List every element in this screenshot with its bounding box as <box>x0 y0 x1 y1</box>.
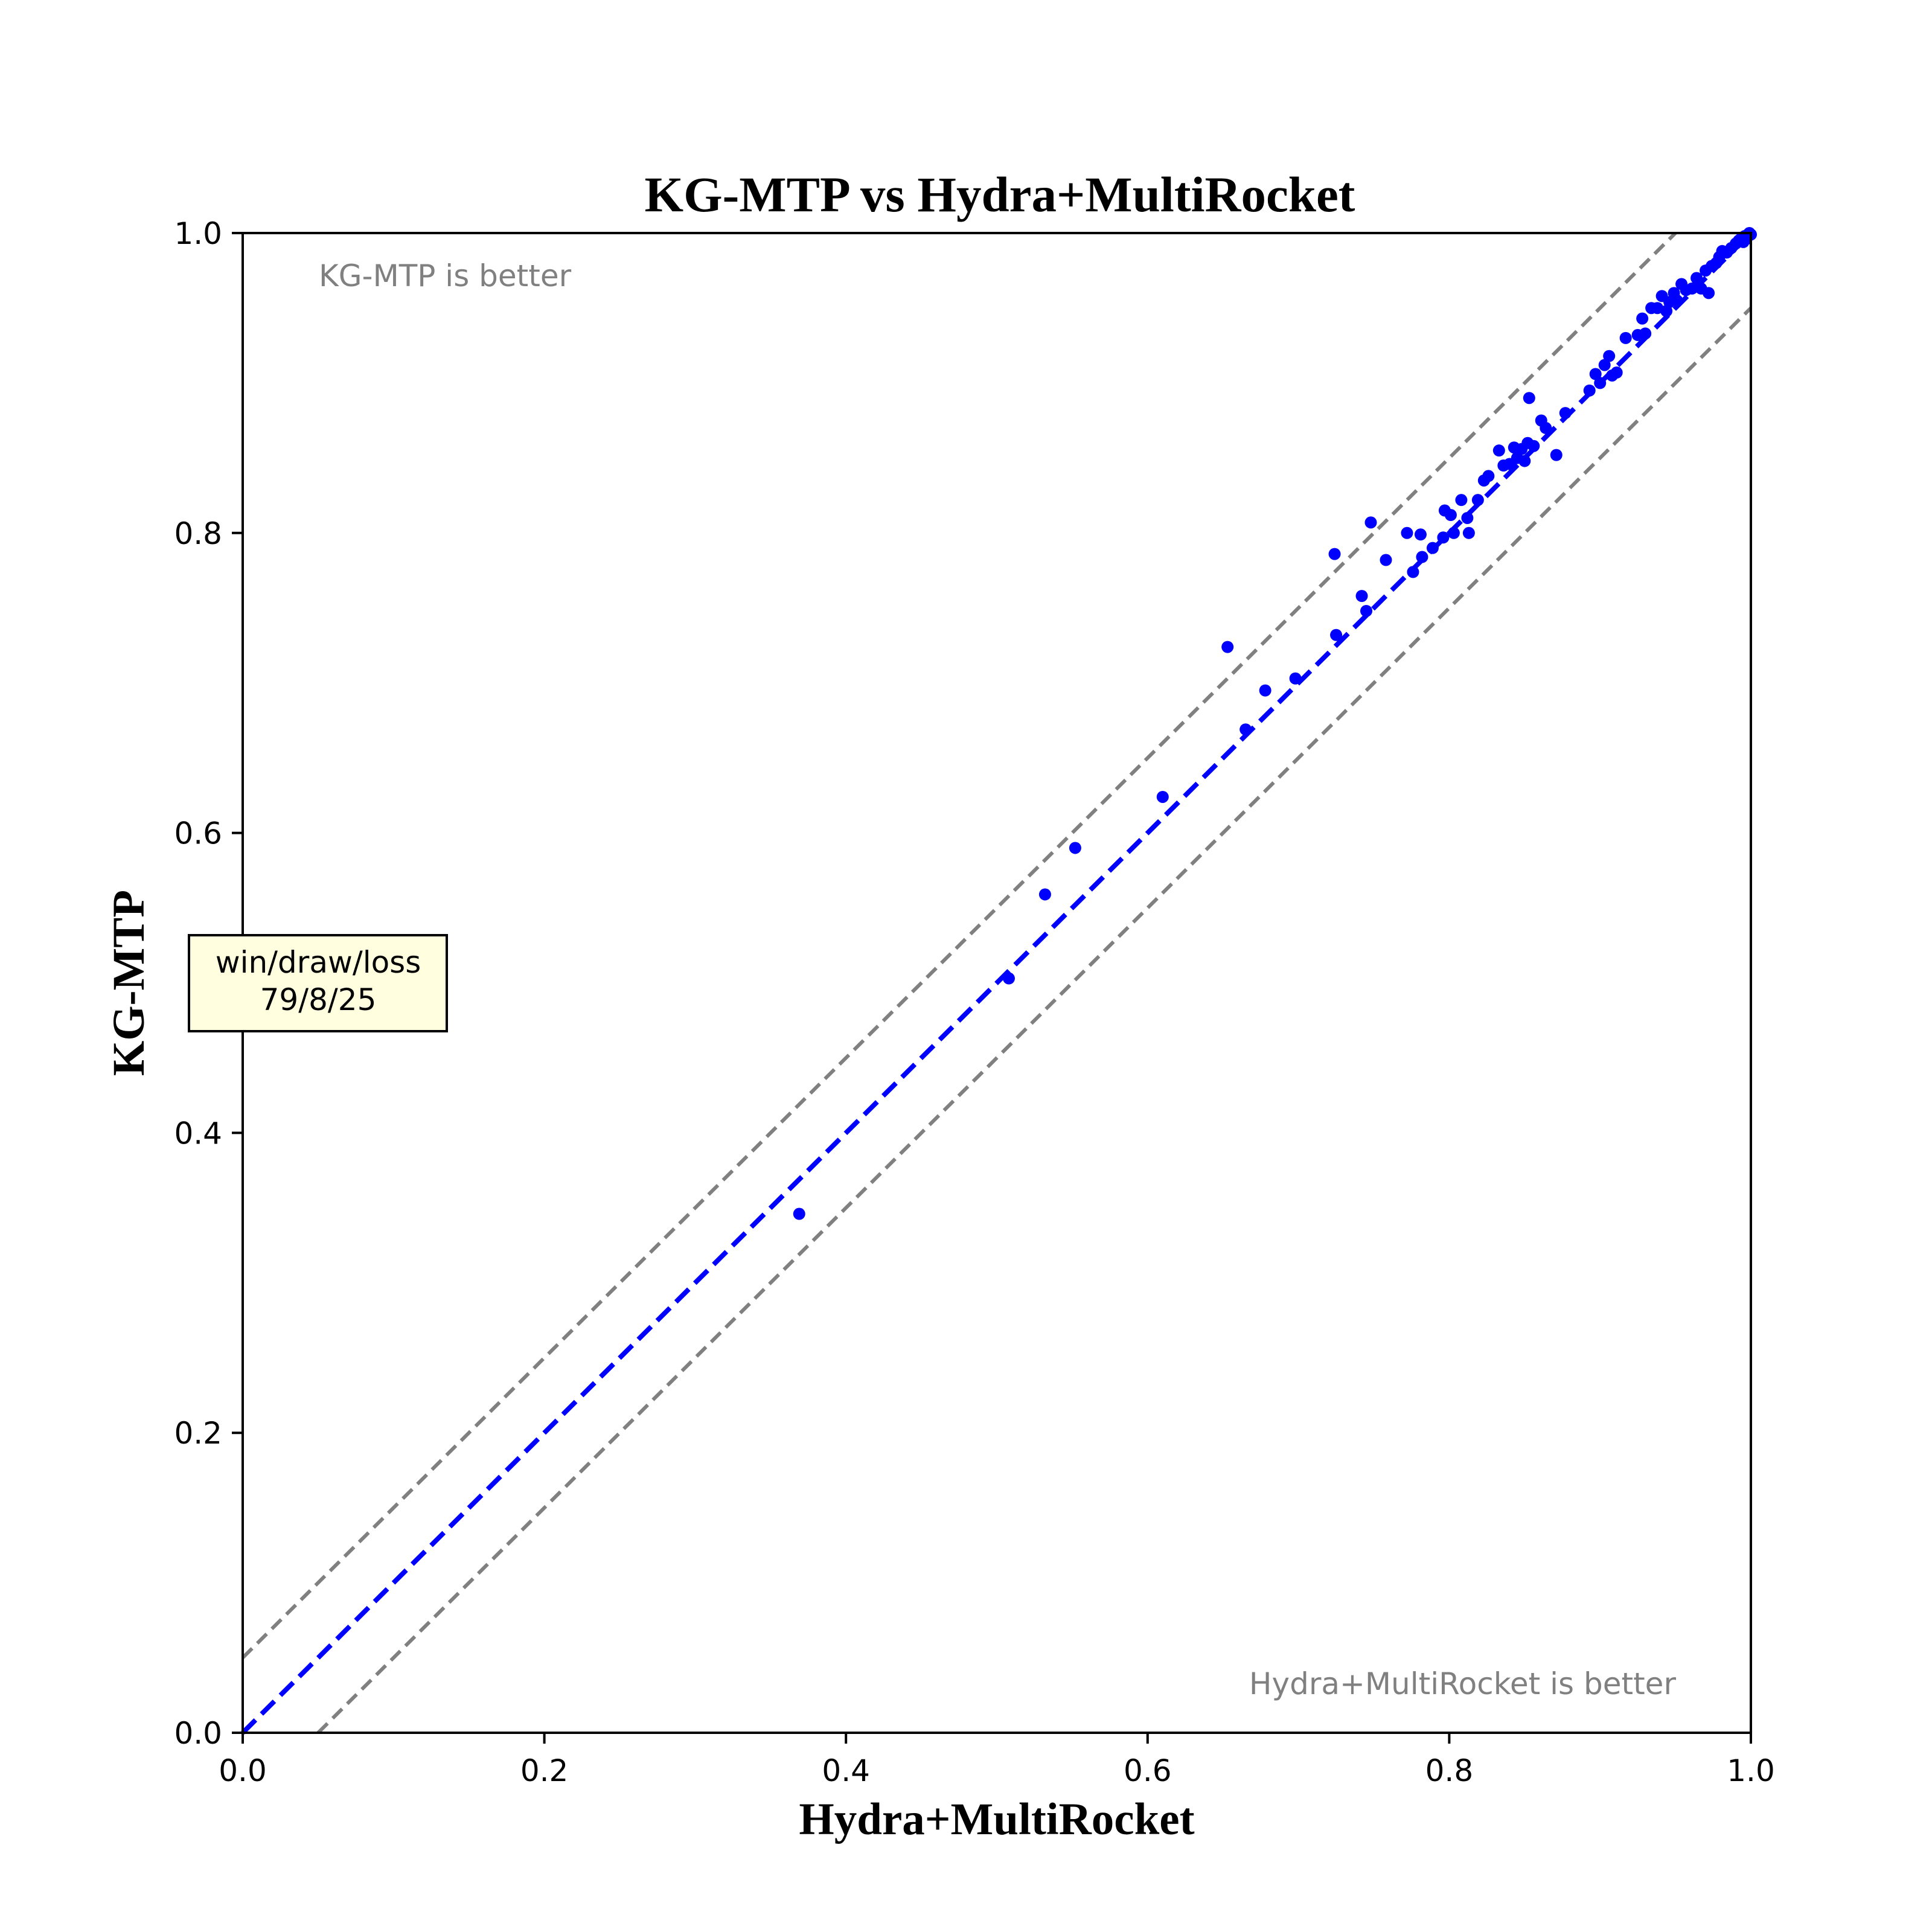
data-point <box>1639 327 1652 340</box>
data-point <box>1401 526 1413 539</box>
data-point <box>1550 449 1563 461</box>
data-point <box>1364 516 1377 529</box>
data-point <box>1636 312 1649 325</box>
win-draw-loss-box: win/draw/loss 79/8/25 <box>188 934 448 1032</box>
data-point <box>1523 392 1535 405</box>
win-draw-loss-value: 79/8/25 <box>260 982 377 1017</box>
x-axis-ticks: 0.0 0.2 0.4 0.6 0.8 1.0 <box>219 1733 1775 1788</box>
data-point <box>1437 531 1450 544</box>
data-point <box>1038 888 1051 901</box>
data-point <box>1619 331 1632 344</box>
y-tick-label: 0.8 <box>174 516 222 551</box>
data-point <box>1461 511 1474 524</box>
data-point <box>1603 350 1616 362</box>
upper-margin-line <box>241 231 1677 1659</box>
data-point <box>1259 684 1271 697</box>
data-point <box>1671 294 1683 307</box>
data-point <box>1221 641 1234 653</box>
y-tick-label: 0.6 <box>174 816 222 851</box>
data-point <box>1492 444 1505 457</box>
x-tick-label: 1.0 <box>1727 1753 1775 1788</box>
data-point <box>1239 723 1252 736</box>
win-draw-loss-frame <box>188 934 448 1032</box>
data-point <box>1069 842 1081 854</box>
x-tick-label: 0.8 <box>1425 1753 1474 1788</box>
data-point <box>1598 359 1611 371</box>
data-point <box>1455 494 1468 507</box>
lower-margin-line <box>316 307 1753 1735</box>
data-point <box>1330 629 1343 641</box>
data-point <box>1703 287 1715 299</box>
data-point <box>1289 672 1302 685</box>
data-point <box>1589 368 1602 380</box>
data-point <box>1518 455 1531 467</box>
x-tick-label: 0.4 <box>822 1753 870 1788</box>
lower-region-label: Hydra+MultiRocket is better <box>1249 1666 1677 1701</box>
data-point <box>1380 554 1392 566</box>
data-point <box>1360 604 1373 617</box>
x-tick-label: 0.2 <box>520 1753 569 1788</box>
data-point <box>1610 366 1623 379</box>
data-point <box>1471 494 1484 507</box>
diagonal-line <box>241 231 1753 1735</box>
data-point <box>1594 377 1607 389</box>
data-point <box>1355 590 1368 603</box>
y-axis-label: KG-MTP <box>104 890 154 1076</box>
y-axis-ticks: 0.0 0.2 0.4 0.6 0.8 1.0 <box>174 216 243 1751</box>
data-point <box>793 1208 805 1220</box>
data-point <box>1328 548 1341 560</box>
y-tick-label: 0.4 <box>174 1116 222 1151</box>
data-point <box>1416 551 1428 563</box>
data-point <box>1414 528 1427 541</box>
x-tick-label: 0.6 <box>1124 1753 1172 1788</box>
data-point <box>1407 566 1419 578</box>
data-point <box>1690 272 1703 284</box>
y-tick-label: 1.0 <box>174 216 222 251</box>
data-point <box>1583 384 1596 397</box>
data-point <box>1540 421 1552 434</box>
win-draw-loss-heading: win/draw/loss <box>216 945 421 980</box>
reference-lines <box>241 231 1753 1735</box>
data-point <box>1426 542 1439 554</box>
x-tick-label: 0.0 <box>219 1753 267 1788</box>
data-point <box>1686 282 1698 295</box>
data-point <box>1447 526 1460 539</box>
data-point <box>1156 790 1169 803</box>
y-tick-label: 0.0 <box>174 1716 222 1751</box>
upper-region-label: KG-MTP is better <box>319 258 572 293</box>
data-point <box>1482 470 1495 482</box>
data-point <box>1002 972 1015 985</box>
data-points <box>793 227 1757 1220</box>
chart-title: KG-MTP vs Hydra+MultiRocket <box>645 167 1355 222</box>
y-tick-label: 0.2 <box>174 1416 222 1451</box>
x-axis-label: Hydra+MultiRocket <box>799 1794 1194 1844</box>
data-point <box>1559 407 1572 420</box>
data-point <box>1444 508 1457 521</box>
data-point <box>1462 526 1475 539</box>
data-point <box>1527 440 1540 452</box>
